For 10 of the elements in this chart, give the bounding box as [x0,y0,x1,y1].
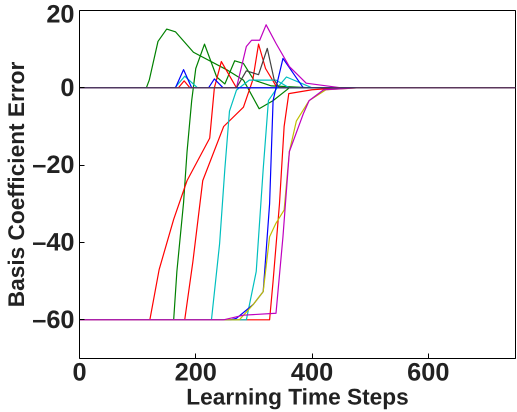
y-tick-label: –20 [32,151,75,180]
y-tick-label: 0 [60,74,75,102]
y-tick-label: –60 [32,306,75,334]
x-tick-label: 400 [290,358,334,386]
x-tick-label: 600 [407,358,450,386]
y-tick-label: –40 [32,228,75,256]
x-axis-title: Learning Time Steps [186,384,409,410]
y-axis-title: Basis Coefficient Error [3,62,30,308]
x-tick-label: 200 [174,358,217,386]
y-tick-label: 20 [46,0,75,28]
